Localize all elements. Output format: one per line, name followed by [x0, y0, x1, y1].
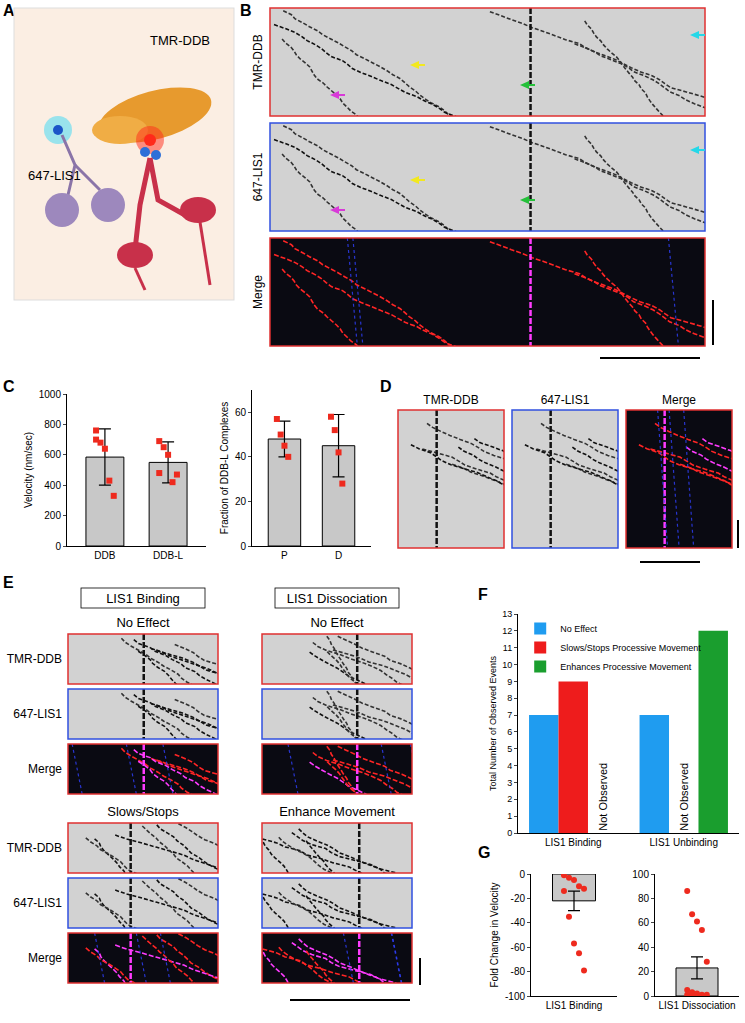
svg-text:Fraction of DDB-L Complexes: Fraction of DDB-L Complexes: [219, 402, 230, 534]
svg-text:LIS1 Dissociation: LIS1 Dissociation: [658, 1000, 735, 1011]
svg-text:E: E: [3, 574, 14, 591]
svg-text:Slows/Stops: Slows/Stops: [107, 804, 179, 819]
svg-text:0: 0: [643, 991, 649, 1002]
svg-text:G: G: [478, 844, 490, 861]
svg-text:600: 600: [44, 449, 61, 460]
svg-text:LIS1 Binding: LIS1 Binding: [545, 837, 602, 848]
svg-text:40: 40: [638, 942, 650, 953]
svg-text:100: 100: [632, 869, 649, 880]
svg-text:12: 12: [502, 626, 512, 636]
svg-text:Merge: Merge: [662, 393, 696, 407]
svg-text:3: 3: [507, 778, 512, 788]
svg-text:Merge: Merge: [28, 762, 62, 776]
svg-text:No Effect: No Effect: [310, 615, 364, 630]
svg-text:TMR-DDB: TMR-DDB: [7, 841, 62, 855]
svg-text:Not Observed: Not Observed: [678, 763, 690, 831]
svg-text:D: D: [380, 378, 392, 395]
svg-text:Slows/Stops Processive Movemen: Slows/Stops Processive Movement: [560, 643, 701, 653]
svg-text:11: 11: [503, 643, 512, 653]
svg-text:60: 60: [638, 917, 650, 928]
svg-text:-60: -60: [511, 942, 526, 953]
svg-text:TMR-DDB: TMR-DDB: [251, 34, 265, 89]
svg-text:TMR-DDB: TMR-DDB: [7, 652, 62, 666]
svg-text:C: C: [3, 378, 15, 395]
svg-text:Enhances Processive Movement: Enhances Processive Movement: [560, 662, 692, 672]
svg-text:No Effect: No Effect: [560, 624, 597, 634]
svg-text:13: 13: [502, 609, 512, 619]
svg-text:80: 80: [638, 893, 650, 904]
svg-text:LIS1 Binding: LIS1 Binding: [106, 591, 180, 606]
svg-text:TMR-DDB: TMR-DDB: [423, 393, 478, 407]
svg-text:0: 0: [240, 541, 246, 552]
svg-text:60: 60: [235, 407, 247, 418]
svg-text:D: D: [335, 550, 342, 561]
svg-text:Merge: Merge: [251, 275, 265, 309]
svg-text:1000: 1000: [39, 389, 62, 400]
svg-text:0: 0: [519, 869, 525, 880]
svg-text:20: 20: [638, 966, 650, 977]
svg-text:-20: -20: [511, 893, 526, 904]
svg-text:8: 8: [507, 693, 512, 703]
svg-text:40: 40: [235, 451, 247, 462]
svg-text:647-LIS1: 647-LIS1: [541, 393, 590, 407]
svg-text:LIS1 Unbinding: LIS1 Unbinding: [650, 837, 718, 848]
svg-text:-40: -40: [511, 917, 526, 928]
svg-text:800: 800: [44, 419, 61, 430]
svg-text:647-LIS1: 647-LIS1: [13, 707, 62, 721]
svg-text:1: 1: [507, 811, 512, 821]
svg-text:Fold Change in Velocity: Fold Change in Velocity: [489, 882, 500, 987]
svg-text:-80: -80: [511, 966, 526, 977]
svg-text:TMR-DDB: TMR-DDB: [150, 33, 210, 48]
svg-text:LIS1 Binding: LIS1 Binding: [546, 1000, 603, 1011]
svg-text:LIS1 Dissociation: LIS1 Dissociation: [287, 591, 387, 606]
svg-text:9: 9: [507, 677, 512, 687]
svg-text:4: 4: [507, 761, 512, 771]
svg-text:647-LIS1: 647-LIS1: [28, 168, 81, 183]
svg-text:647-LIS1: 647-LIS1: [13, 896, 62, 910]
svg-text:2: 2: [507, 794, 512, 804]
svg-text:200: 200: [44, 510, 61, 521]
svg-text:5: 5: [507, 744, 512, 754]
svg-text:Enhance Movement: Enhance Movement: [279, 804, 395, 819]
svg-text:Not Observed: Not Observed: [597, 763, 609, 831]
svg-text:No Effect: No Effect: [116, 615, 170, 630]
svg-text:DDB-L: DDB-L: [153, 550, 183, 561]
svg-text:0: 0: [55, 541, 61, 552]
svg-text:Velocity (nm/sec): Velocity (nm/sec): [23, 432, 34, 508]
svg-text:6: 6: [507, 727, 512, 737]
svg-text:Merge: Merge: [28, 951, 62, 965]
svg-text:0: 0: [507, 828, 512, 838]
svg-text:B: B: [240, 2, 252, 19]
svg-text:Total Number of Observed Event: Total Number of Observed Events: [488, 655, 498, 791]
svg-text:7: 7: [507, 710, 512, 720]
svg-text:647-LIS1: 647-LIS1: [251, 152, 265, 201]
svg-text:F: F: [478, 586, 488, 603]
svg-text:DDB: DDB: [94, 550, 115, 561]
svg-text:A: A: [3, 2, 15, 19]
svg-text:P: P: [281, 550, 288, 561]
svg-text:20: 20: [235, 496, 247, 507]
svg-text:400: 400: [44, 480, 61, 491]
svg-text:10: 10: [502, 660, 512, 670]
svg-text:-100: -100: [505, 991, 525, 1002]
